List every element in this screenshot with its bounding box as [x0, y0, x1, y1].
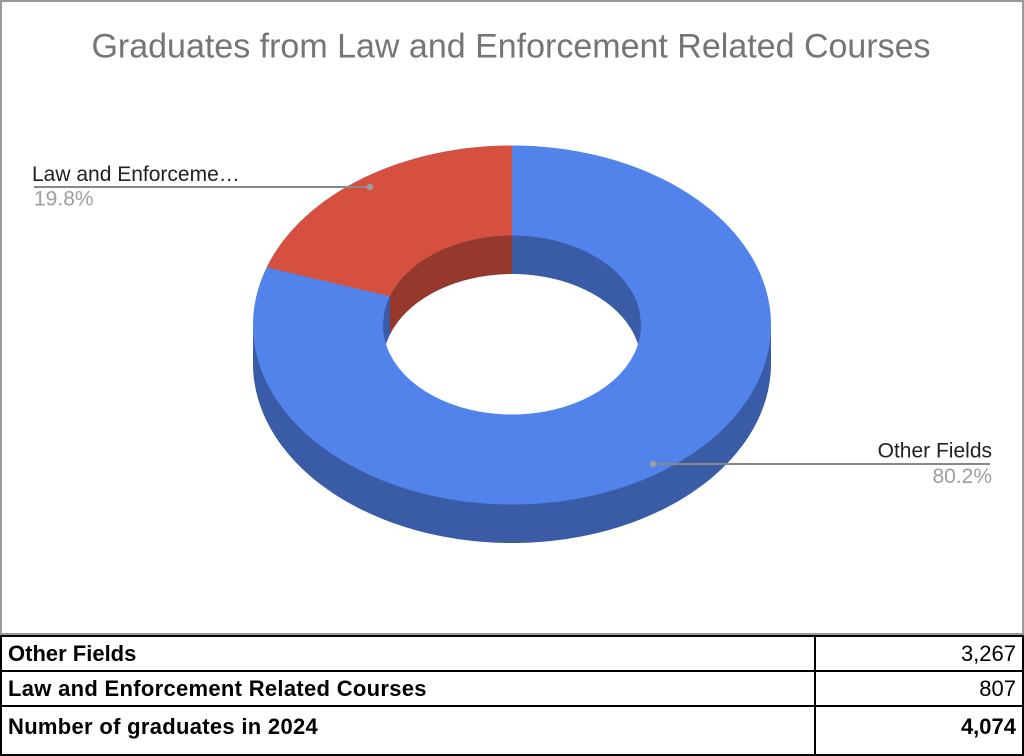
svg-text:80.2%: 80.2%: [932, 465, 992, 488]
svg-text:Graduates from Law and Enforce: Graduates from Law and Enforcement Relat…: [91, 28, 930, 66]
svg-text:19.8%: 19.8%: [34, 188, 94, 211]
svg-text:Law and Enforceme…: Law and Enforceme…: [32, 163, 240, 186]
svg-text:Other Fields: Other Fields: [878, 440, 992, 463]
